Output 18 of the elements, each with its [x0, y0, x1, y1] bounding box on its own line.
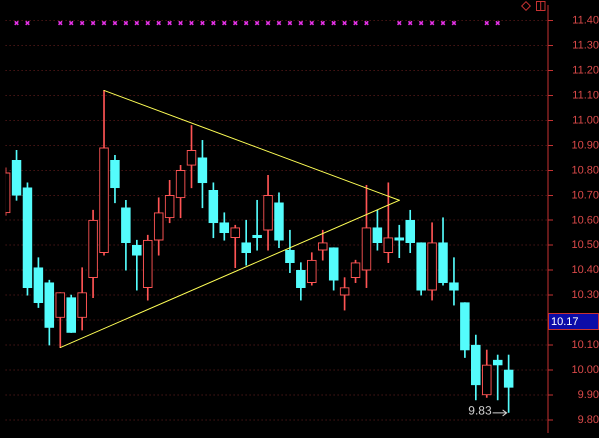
- y-tick-label: 10.80: [571, 164, 599, 176]
- y-tick-label: 10.90: [571, 139, 599, 152]
- y-tick-label: 10.30: [571, 289, 599, 302]
- text: 10.17: [551, 316, 579, 328]
- y-tick-label: 11.20: [572, 64, 599, 77]
- y-tick-label: 9.90: [578, 388, 599, 401]
- y-tick-label: 10.10: [571, 339, 599, 352]
- y-tick-label: 10.50: [571, 239, 599, 252]
- y-tick-label: 11.10: [572, 89, 599, 102]
- annotation: 9.83: [468, 404, 492, 418]
- y-tick-label: 11.00: [572, 114, 599, 126]
- y-tick-label: 10.00: [571, 364, 599, 376]
- y-tick-label: 10.60: [571, 214, 599, 226]
- y-tick-label: 10.40: [571, 264, 599, 276]
- y-tick-label: 11.30: [572, 40, 599, 52]
- y-tick-label: 9.80: [578, 414, 599, 426]
- y-tick-label: 11.40: [572, 14, 599, 27]
- y-tick-label: 10.70: [571, 189, 599, 202]
